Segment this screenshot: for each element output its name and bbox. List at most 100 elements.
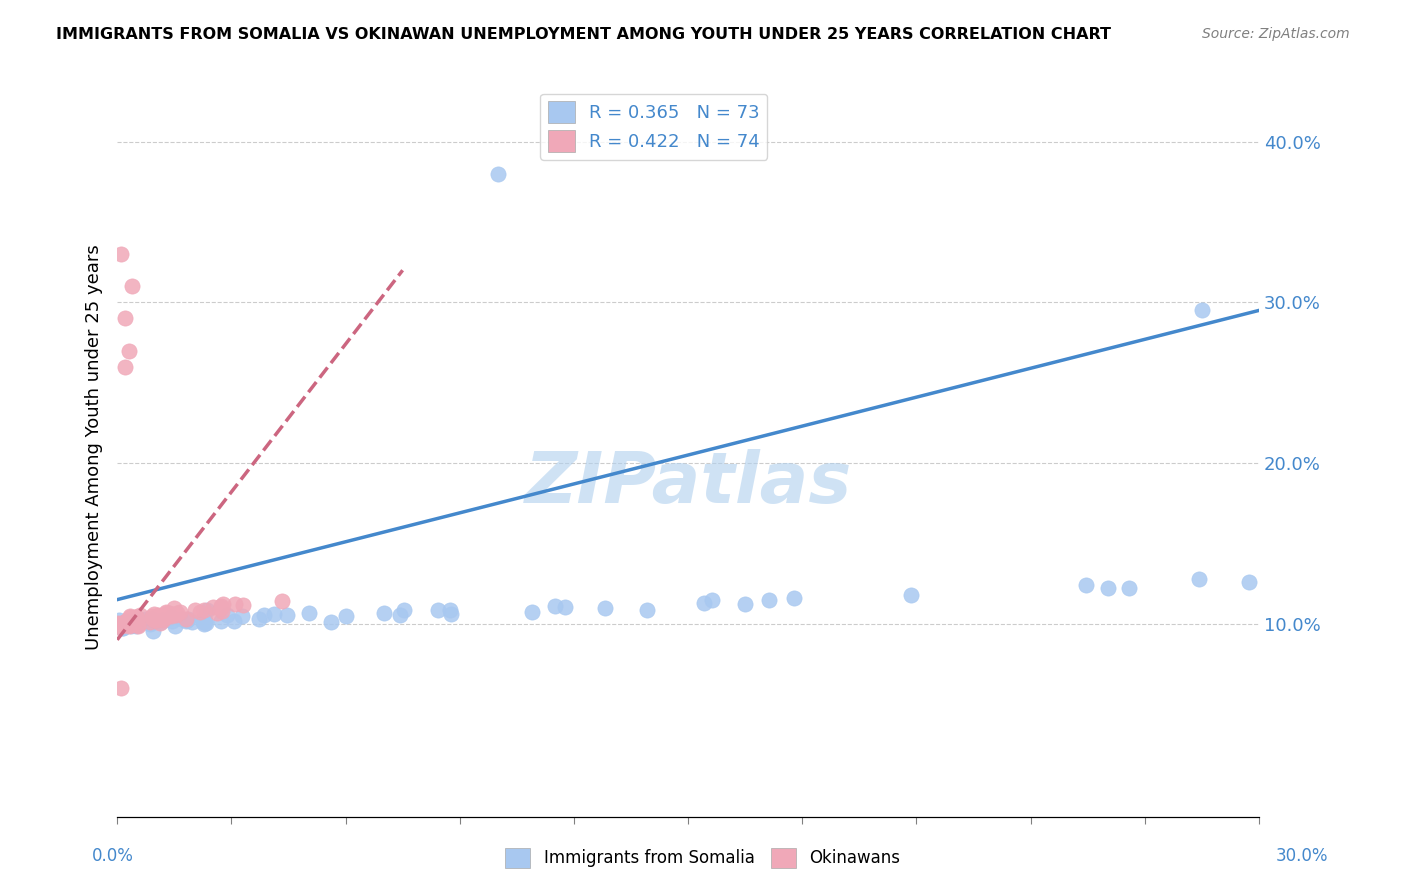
Point bbox=[110, 615, 132, 630]
Point bbox=[1237, 574, 1260, 589]
Point bbox=[114, 615, 136, 630]
Point bbox=[110, 247, 132, 261]
Point bbox=[114, 311, 136, 326]
Point bbox=[108, 613, 131, 627]
Point bbox=[111, 615, 134, 630]
Point bbox=[693, 596, 716, 610]
Point bbox=[122, 618, 145, 632]
Legend: Immigrants from Somalia, Okinawans: Immigrants from Somalia, Okinawans bbox=[499, 841, 907, 875]
Point bbox=[128, 607, 150, 622]
Point bbox=[231, 609, 253, 624]
Point bbox=[120, 618, 142, 632]
Point bbox=[782, 591, 804, 606]
Point bbox=[118, 609, 141, 624]
Point bbox=[155, 608, 177, 623]
Point bbox=[127, 613, 149, 627]
Point bbox=[110, 619, 132, 633]
Point bbox=[758, 592, 780, 607]
Point bbox=[141, 612, 163, 626]
Text: 30.0%: 30.0% bbox=[1277, 847, 1329, 865]
Point bbox=[389, 607, 412, 622]
Point bbox=[118, 619, 141, 633]
Point bbox=[124, 615, 146, 629]
Point bbox=[271, 594, 294, 608]
Point bbox=[129, 615, 152, 629]
Point bbox=[247, 612, 270, 626]
Point bbox=[125, 616, 148, 631]
Point bbox=[112, 617, 135, 632]
Point bbox=[156, 609, 179, 624]
Point bbox=[1118, 582, 1140, 596]
Point bbox=[215, 608, 238, 623]
Point bbox=[146, 608, 169, 623]
Point bbox=[125, 616, 148, 631]
Point bbox=[202, 599, 225, 614]
Point bbox=[149, 616, 172, 631]
Point bbox=[117, 343, 139, 358]
Point bbox=[141, 615, 163, 629]
Point bbox=[127, 618, 149, 632]
Point bbox=[209, 614, 232, 628]
Point bbox=[1097, 582, 1119, 596]
Point bbox=[252, 607, 274, 622]
Text: Source: ZipAtlas.com: Source: ZipAtlas.com bbox=[1202, 27, 1350, 41]
Point bbox=[163, 601, 186, 615]
Point bbox=[125, 609, 148, 624]
Text: 0.0%: 0.0% bbox=[91, 847, 134, 865]
Point bbox=[115, 615, 138, 630]
Point bbox=[125, 610, 148, 624]
Point bbox=[373, 606, 395, 620]
Point bbox=[224, 597, 246, 611]
Point bbox=[276, 607, 298, 622]
Point bbox=[124, 609, 146, 624]
Point bbox=[159, 607, 181, 621]
Point bbox=[734, 597, 756, 611]
Point bbox=[141, 608, 163, 623]
Point bbox=[124, 614, 146, 628]
Point bbox=[107, 619, 129, 633]
Point bbox=[486, 167, 509, 181]
Point bbox=[176, 612, 198, 626]
Point bbox=[139, 615, 162, 629]
Point bbox=[176, 613, 198, 627]
Point bbox=[142, 624, 165, 638]
Point bbox=[543, 599, 565, 614]
Point bbox=[321, 615, 343, 630]
Point bbox=[166, 606, 188, 620]
Point bbox=[122, 616, 145, 631]
Text: IMMIGRANTS FROM SOMALIA VS OKINAWAN UNEMPLOYMENT AMONG YOUTH UNDER 25 YEARS CORR: IMMIGRANTS FROM SOMALIA VS OKINAWAN UNEM… bbox=[56, 27, 1111, 42]
Y-axis label: Unemployment Among Youth under 25 years: Unemployment Among Youth under 25 years bbox=[86, 244, 103, 650]
Text: ZIPatlas: ZIPatlas bbox=[524, 450, 852, 518]
Point bbox=[141, 611, 163, 625]
Point bbox=[115, 613, 138, 627]
Point bbox=[165, 619, 187, 633]
Point bbox=[112, 618, 135, 632]
Point bbox=[205, 606, 228, 620]
Point bbox=[224, 614, 246, 628]
Point bbox=[593, 600, 616, 615]
Point bbox=[107, 617, 129, 632]
Point bbox=[118, 617, 141, 632]
Point bbox=[115, 615, 138, 630]
Point bbox=[439, 607, 461, 622]
Point bbox=[111, 621, 134, 635]
Point bbox=[263, 607, 285, 622]
Point bbox=[155, 607, 177, 621]
Point bbox=[125, 611, 148, 625]
Point bbox=[153, 610, 176, 624]
Point bbox=[121, 619, 143, 633]
Point bbox=[195, 602, 218, 616]
Point bbox=[169, 605, 191, 619]
Point bbox=[139, 616, 162, 631]
Point bbox=[700, 593, 723, 607]
Point bbox=[172, 612, 194, 626]
Point bbox=[211, 597, 233, 611]
Point bbox=[439, 603, 461, 617]
Point bbox=[150, 613, 173, 627]
Point bbox=[188, 606, 211, 620]
Point bbox=[160, 610, 183, 624]
Point bbox=[153, 607, 176, 622]
Point bbox=[110, 681, 132, 695]
Point bbox=[1188, 572, 1211, 586]
Point bbox=[120, 617, 142, 632]
